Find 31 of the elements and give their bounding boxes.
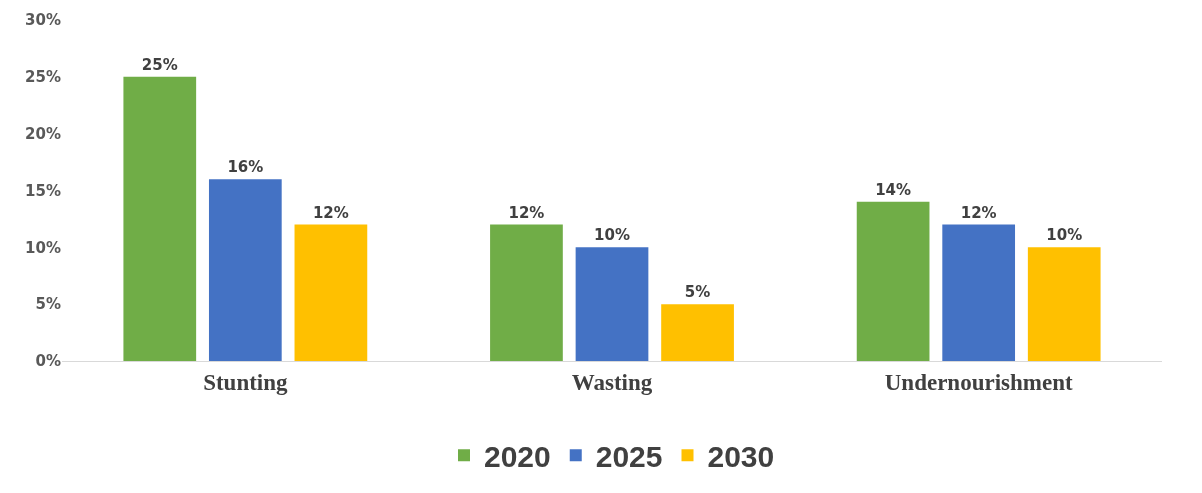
y-tick-label: 20% (25, 124, 61, 143)
legend-label: 2030 (707, 439, 775, 473)
x-tick-label: Undernourishment (884, 369, 1073, 395)
y-tick-label: 30% (25, 11, 61, 30)
x-tick-label: Stunting (203, 369, 289, 395)
text: 10% (1046, 226, 1083, 245)
bar (490, 224, 563, 361)
y-tick-label: 15% (25, 181, 61, 200)
text: 5% (684, 283, 711, 302)
bar (123, 76, 197, 361)
text: 25% (141, 55, 178, 74)
text: 12% (312, 203, 349, 222)
text: 12% (508, 203, 545, 222)
bar (856, 201, 930, 361)
legend-label: 2020 (484, 439, 551, 473)
legend-label: 2025 (595, 439, 663, 473)
bar (208, 179, 282, 361)
text: 12% (960, 203, 997, 222)
bar (1027, 247, 1101, 361)
y-tick-label: 10% (25, 238, 61, 257)
bar (942, 224, 1016, 361)
text: 16% (227, 158, 264, 177)
bar (575, 247, 649, 361)
text: 10% (594, 226, 630, 245)
bar (294, 224, 368, 361)
y-tick-label: 0% (35, 352, 61, 371)
y-tick-label: 5% (35, 295, 61, 314)
x-tick-label: Wasting (571, 369, 653, 395)
text: 14% (875, 180, 912, 199)
y-tick-label: 25% (25, 68, 61, 87)
bar (661, 304, 734, 361)
